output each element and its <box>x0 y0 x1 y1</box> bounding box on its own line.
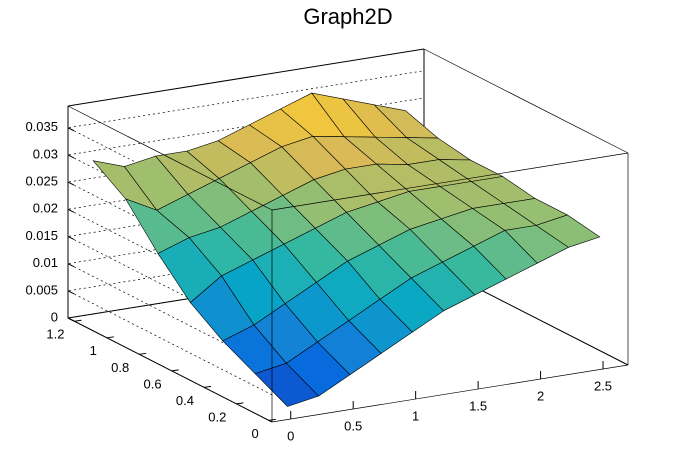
z-tick-label: 0.035 <box>25 119 58 134</box>
y-tick-label: 0.4 <box>176 393 194 408</box>
y-tick-label: 0.2 <box>208 409 226 424</box>
grid-line <box>66 233 425 396</box>
y-tick-label: 0.8 <box>111 360 129 375</box>
y-tick-label: 1.2 <box>46 327 64 342</box>
x-tick-label: 0.5 <box>344 418 362 433</box>
z-tick-label: 0.01 <box>33 255 58 270</box>
grid-line <box>66 206 425 368</box>
box-edge <box>67 48 425 107</box>
x-tick-label: 1.5 <box>469 398 487 413</box>
y-tick <box>268 418 276 421</box>
box-edge <box>423 48 629 154</box>
y-tick <box>171 369 179 372</box>
z-tick-label: 0.025 <box>25 174 58 189</box>
surface-facet <box>535 214 601 248</box>
box-edge <box>67 105 273 211</box>
y-tick-label: 0 <box>252 426 259 441</box>
x-tick-label: 0 <box>287 428 294 443</box>
x-tick-label: 2 <box>537 388 544 403</box>
box-edge <box>271 152 629 211</box>
box-edge <box>271 364 629 423</box>
y-tick <box>106 336 114 339</box>
y-tick-label: 1 <box>90 343 97 358</box>
y-tick <box>203 385 212 388</box>
z-tick-label: 0.02 <box>33 201 58 216</box>
z-tick-label: 0 <box>51 309 58 324</box>
x-tick-label: 2.5 <box>594 378 612 393</box>
z-tick-label: 0.015 <box>25 228 58 243</box>
y-tick <box>236 402 244 405</box>
chart-title: Graph2D <box>303 4 392 29</box>
x-tick-label: 1 <box>412 408 419 423</box>
z-tick-label: 0.005 <box>25 282 58 297</box>
y-tick-label: 0.6 <box>144 376 162 391</box>
z-tick-label: 0.03 <box>33 146 58 161</box>
y-tick <box>139 352 147 355</box>
y-tick <box>74 319 82 322</box>
